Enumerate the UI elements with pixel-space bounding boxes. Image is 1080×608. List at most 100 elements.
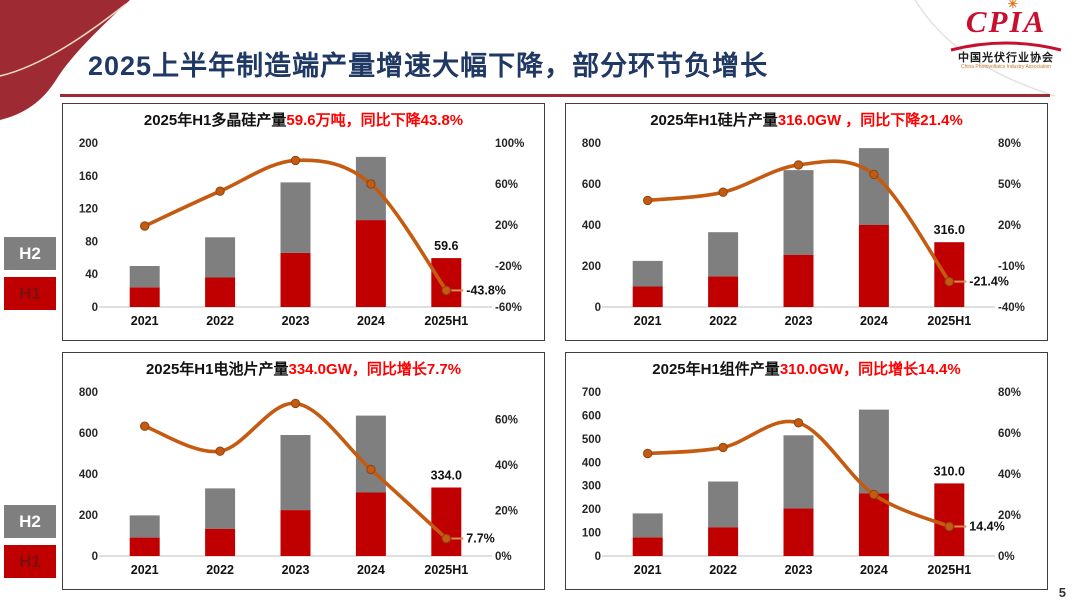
svg-text:2025H1: 2025H1 xyxy=(927,314,971,328)
svg-text:2024: 2024 xyxy=(860,563,888,577)
chart-title: 2025年H1电池片产量334.0GW，同比增长7.7% xyxy=(63,358,544,379)
chart-title-red: 316.0GW ，同比下降21.4% xyxy=(777,112,963,129)
svg-text:500: 500 xyxy=(582,434,601,446)
chart-title-red: 310.0GW，同比增长14.4% xyxy=(779,361,961,378)
svg-text:2024: 2024 xyxy=(357,314,385,328)
svg-text:400: 400 xyxy=(582,457,601,469)
last-point-label: -21.4% xyxy=(969,275,1009,289)
bar-h1 xyxy=(280,252,311,307)
cpia-logo: CPIA ☀ 中国光伏行业协会 China Photovoltaics Indu… xyxy=(942,0,1070,70)
svg-text:120: 120 xyxy=(79,204,98,216)
bar-h2 xyxy=(280,435,311,510)
bar-h2 xyxy=(783,170,814,255)
chart-panel-module: 2025年H1组件产量310.0GW，同比增长14.4% 700 600 500 40… xyxy=(565,352,1048,590)
last-bar-label: 310.0 xyxy=(934,464,965,478)
svg-text:80%: 80% xyxy=(998,138,1021,150)
bar-h1 xyxy=(858,225,889,307)
bar-h1 xyxy=(708,527,739,556)
bar-h2 xyxy=(129,515,160,538)
svg-text:20%: 20% xyxy=(495,220,518,232)
page-title: 2025上半年制造端产量增速大幅下降，部分环节负增长 xyxy=(88,51,769,81)
left-axis-ticks: 700 600 500 400 300 200 100 0 xyxy=(582,387,601,563)
bar-h2 xyxy=(205,237,236,278)
right-axis-ticks: 80% 50% 20% -10% -40% xyxy=(998,138,1025,314)
legend-bottom: H2 H1 xyxy=(4,505,56,585)
bar-h1 xyxy=(129,537,160,556)
bar-h1 xyxy=(934,483,965,556)
page-number: 5 xyxy=(1058,585,1066,600)
svg-text:20%: 20% xyxy=(495,505,518,517)
svg-text:2023: 2023 xyxy=(785,563,813,577)
chart-title-black: 2025年H1组件产量 xyxy=(652,361,780,378)
chart-title-black: 2025年H1电池片产量 xyxy=(145,361,289,378)
chart-title-black: 2025年H1硅片产量 xyxy=(650,112,778,129)
svg-text:300: 300 xyxy=(582,481,601,493)
swirl-decoration xyxy=(914,0,1056,97)
bar-h2 xyxy=(280,182,311,253)
line-marker xyxy=(944,521,954,532)
svg-text:2022: 2022 xyxy=(709,314,737,328)
line-marker xyxy=(944,276,954,287)
legend-top: H2 H1 xyxy=(4,237,56,317)
bar-h2 xyxy=(129,266,160,288)
bar-h2 xyxy=(858,409,889,494)
svg-text:800: 800 xyxy=(582,138,601,150)
logo-chinese-name: 中国光伏行业协会 xyxy=(958,52,1054,64)
legend-h1-swatch: H1 xyxy=(4,545,56,578)
chart-title-red: 59.6万吨，同比下降43.8% xyxy=(286,112,464,129)
svg-text:2023: 2023 xyxy=(282,563,310,577)
bar-h1 xyxy=(355,220,386,307)
legend-h2-swatch: H2 xyxy=(4,505,56,538)
svg-text:2022: 2022 xyxy=(206,563,234,577)
line-markers xyxy=(140,155,451,296)
bar-h1 xyxy=(632,286,663,307)
last-point-label: 14.4% xyxy=(969,520,1004,534)
svg-text:80%: 80% xyxy=(998,387,1021,399)
line-marker xyxy=(366,179,376,189)
line-marker xyxy=(869,169,879,180)
right-axis-ticks: 100% 60% 20% -20% -60% xyxy=(495,138,524,314)
bar-h1 xyxy=(431,487,462,556)
bar-h2 xyxy=(205,488,236,529)
line-marker xyxy=(441,533,451,544)
line-marker xyxy=(643,195,653,206)
cpia-logo-text: CPIA ☀ xyxy=(965,0,1047,39)
chart-panel-cell: 2025年H1电池片产量334.0GW，同比增长7.7% 800 600 400 20… xyxy=(62,352,545,590)
line-marker xyxy=(793,418,804,428)
bar-h1 xyxy=(632,537,663,556)
bar-h1 xyxy=(355,492,386,556)
svg-text:700: 700 xyxy=(582,387,601,399)
line-markers xyxy=(643,418,954,532)
logo-arc xyxy=(950,41,1062,52)
svg-text:200: 200 xyxy=(79,510,98,522)
chart-title: 2025年H1硅片产量316.0GW ，同比下降21.4% xyxy=(566,109,1047,130)
svg-text:2025H1: 2025H1 xyxy=(424,314,468,328)
right-axis-ticks: 80% 60% 40% 20% 0% xyxy=(998,387,1021,563)
bar-h2 xyxy=(708,232,739,277)
svg-text:0: 0 xyxy=(92,551,98,563)
last-point-label: 7.7% xyxy=(466,532,495,546)
chart-title: 2025年H1多晶硅产量59.6万吨，同比下降43.8% xyxy=(63,109,544,130)
bar-h1 xyxy=(129,287,160,307)
line-marker xyxy=(140,421,150,431)
svg-text:60%: 60% xyxy=(495,179,518,191)
svg-text:200: 200 xyxy=(582,261,601,273)
svg-text:0: 0 xyxy=(595,302,601,314)
svg-text:160: 160 xyxy=(79,171,98,183)
bar-h2 xyxy=(632,513,663,538)
chart-title-red: 334.0GW，同比增长7.7% xyxy=(288,361,462,378)
svg-text:2025H1: 2025H1 xyxy=(424,563,468,577)
svg-text:0: 0 xyxy=(92,302,98,314)
line-marker xyxy=(441,285,451,296)
polysilicon-combo-chart: 200 160 120 80 40 0 100% 60% 20% -20% -60% 2021 2022… xyxy=(79,138,525,328)
svg-text:100: 100 xyxy=(582,528,601,540)
svg-text:600: 600 xyxy=(582,179,601,191)
sun-icon: ☀ xyxy=(1007,0,1019,11)
line-marker xyxy=(140,221,150,231)
line-marker xyxy=(643,448,653,459)
title-underline xyxy=(60,94,1050,97)
svg-text:400: 400 xyxy=(79,469,98,481)
line-marker xyxy=(366,464,376,475)
svg-text:80: 80 xyxy=(85,236,98,248)
